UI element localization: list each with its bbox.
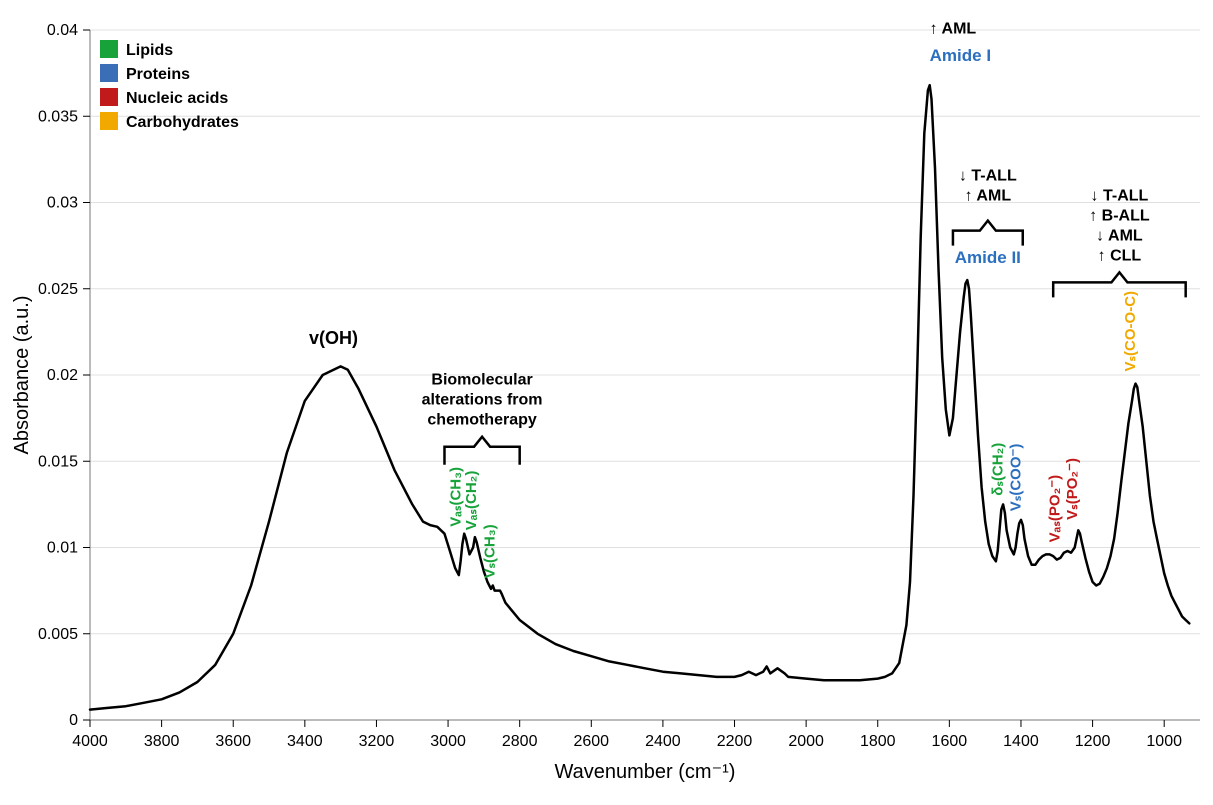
svg-text:4000: 4000 [72, 733, 108, 750]
svg-text:2400: 2400 [645, 733, 681, 750]
svg-text:3000: 3000 [430, 733, 466, 750]
svg-text:Amide I: Amide I [930, 46, 991, 65]
svg-text:3600: 3600 [215, 733, 251, 750]
svg-text:Vₛ(COO⁻): Vₛ(COO⁻) [1007, 444, 1024, 512]
svg-text:Biomolecular: Biomolecular [431, 372, 532, 389]
chart-svg: 4000 3800 3600 3400 3200 3000 2800 2600 2400 2200… [0, 0, 1213, 805]
svg-text:0.015: 0.015 [38, 453, 78, 470]
svg-text:↑ B-ALL: ↑ B-ALL [1089, 207, 1150, 224]
svg-text:0.02: 0.02 [47, 367, 78, 384]
svg-text:2000: 2000 [788, 733, 824, 750]
svg-text:3800: 3800 [144, 733, 180, 750]
svg-text:0.01: 0.01 [47, 540, 78, 557]
svg-text:1400: 1400 [1003, 733, 1039, 750]
svg-text:Vₛ(CH₃): Vₛ(CH₃) [482, 524, 499, 578]
svg-text:3400: 3400 [287, 733, 323, 750]
svg-text:Vₐₛ(CH₂): Vₐₛ(CH₂) [463, 471, 480, 531]
svg-text:1600: 1600 [932, 733, 968, 750]
svg-text:v(OH): v(OH) [309, 328, 358, 348]
svg-text:1200: 1200 [1075, 733, 1111, 750]
svg-text:Lipids: Lipids [126, 42, 173, 59]
svg-text:1800: 1800 [860, 733, 896, 750]
svg-text:0.035: 0.035 [38, 108, 78, 125]
svg-text:1000: 1000 [1146, 733, 1182, 750]
svg-text:Proteins: Proteins [126, 66, 190, 83]
svg-text:↑ AML: ↑ AML [930, 20, 977, 37]
svg-text:alterations from: alterations from [422, 392, 543, 409]
svg-text:0.03: 0.03 [47, 195, 78, 212]
svg-text:0.025: 0.025 [38, 281, 78, 298]
svg-text:chemotherapy: chemotherapy [427, 412, 536, 429]
svg-text:Vₛ(CO-O-C): Vₛ(CO-O-C) [1122, 291, 1139, 372]
svg-text:↑ AML: ↑ AML [965, 188, 1012, 205]
svg-text:↓ AML: ↓ AML [1096, 227, 1143, 244]
svg-text:0.04: 0.04 [47, 22, 78, 39]
svg-text:Vₛ(PO₂⁻): Vₛ(PO₂⁻) [1064, 458, 1081, 520]
svg-text:0: 0 [69, 712, 78, 729]
svg-text:Vₐₛ(PO₂⁻): Vₐₛ(PO₂⁻) [1047, 475, 1064, 543]
svg-text:δₛ(CH₂): δₛ(CH₂) [989, 443, 1006, 496]
svg-text:↓ T-ALL: ↓ T-ALL [1091, 187, 1149, 204]
svg-text:0.005: 0.005 [38, 626, 78, 643]
svg-text:2200: 2200 [717, 733, 753, 750]
svg-text:Absorbance (a.u.): Absorbance (a.u.) [11, 296, 33, 455]
svg-text:↓ T-ALL: ↓ T-ALL [959, 168, 1017, 185]
svg-text:Amide II: Amide II [955, 248, 1021, 267]
svg-text:2600: 2600 [573, 733, 609, 750]
svg-text:Wavenumber (cm⁻¹): Wavenumber (cm⁻¹) [555, 761, 736, 783]
svg-text:↑ CLL: ↑ CLL [1098, 247, 1142, 264]
spectrum-chart: 4000 3800 3600 3400 3200 3000 2800 2600 2400 2200… [0, 0, 1213, 805]
svg-text:3200: 3200 [359, 733, 395, 750]
svg-text:Carbohydrates: Carbohydrates [126, 114, 239, 131]
svg-text:Nucleic acids: Nucleic acids [126, 90, 228, 107]
svg-text:2800: 2800 [502, 733, 538, 750]
